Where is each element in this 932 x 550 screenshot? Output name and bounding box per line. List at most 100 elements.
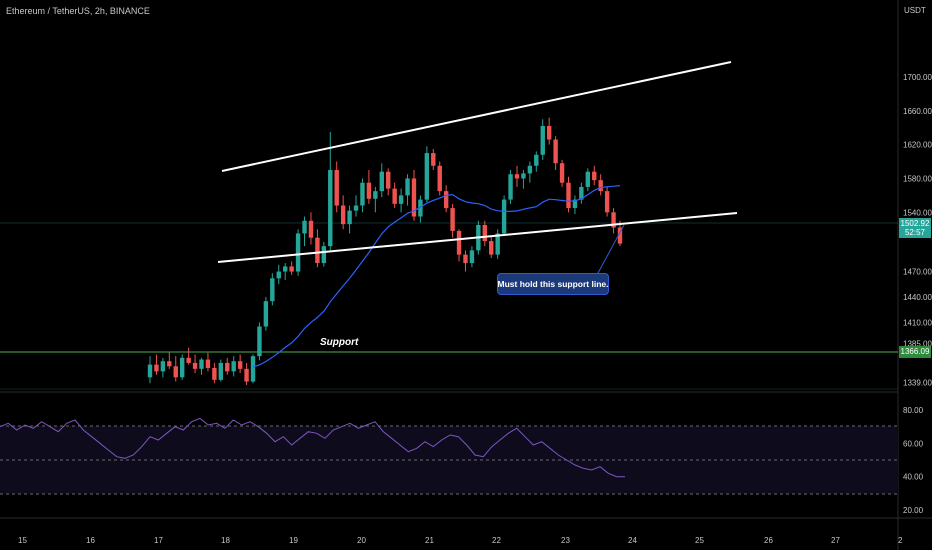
candle-body <box>173 366 178 378</box>
candle-body <box>295 233 301 272</box>
candle-body <box>186 357 191 363</box>
candles-group <box>147 117 623 385</box>
support-label: Support <box>320 337 359 348</box>
candle-body <box>424 153 430 200</box>
candle-body <box>592 171 597 181</box>
candle-body <box>546 126 552 140</box>
time-tick-label: 25 <box>695 536 704 545</box>
candle-body <box>431 153 436 166</box>
time-tick-label: 21 <box>425 536 434 545</box>
time-tick-label: 17 <box>154 536 163 545</box>
candle-body <box>437 165 442 192</box>
rsi-tick-label: 40.00 <box>903 473 924 482</box>
price-tick-label: 1620.00 <box>903 141 932 150</box>
bar-countdown: 52:57 <box>904 228 926 237</box>
candle-body <box>308 220 314 238</box>
candle-body <box>231 361 236 372</box>
quote-unit-label: USDT <box>904 6 926 15</box>
candle-body <box>270 278 275 302</box>
candle-body <box>450 208 455 231</box>
candle-body <box>283 266 288 272</box>
time-tick-label: 16 <box>86 536 95 545</box>
candle-body <box>540 126 545 155</box>
current-price-badge: 1502.92 52:57 <box>899 218 931 238</box>
candle-body <box>463 254 468 264</box>
candle-body <box>456 230 462 255</box>
candle-body <box>553 139 558 164</box>
candle-body <box>386 171 391 189</box>
candle-body <box>398 195 404 204</box>
channel-upper-line[interactable] <box>221 61 732 172</box>
price-tick-label: 1470.00 <box>903 268 932 277</box>
chart-title: Ethereum / TetherUS, 2h, BINANCE <box>6 6 150 16</box>
candle-body <box>179 357 185 378</box>
candle-body <box>167 361 172 367</box>
time-tick-label: 24 <box>628 536 637 545</box>
candle-body <box>340 205 346 225</box>
candle-body <box>598 180 603 192</box>
candle-body <box>443 191 449 209</box>
candle-body <box>257 326 262 357</box>
candle-body <box>347 210 352 225</box>
rsi-line <box>0 417 625 478</box>
price-tick-label: 1700.00 <box>903 73 932 82</box>
support-callout[interactable]: Must hold this support line. <box>497 273 609 295</box>
candle-body <box>289 266 294 272</box>
channel-lower-line[interactable] <box>217 212 738 263</box>
candle-body <box>521 173 526 179</box>
candle-body <box>360 182 365 206</box>
candle-body <box>579 186 584 200</box>
candle-body <box>501 199 507 234</box>
candle-body <box>379 171 384 192</box>
moving-average-line <box>252 185 621 368</box>
candle-body <box>276 271 281 279</box>
candle-body <box>237 361 243 369</box>
time-tick-label: 27 <box>831 536 840 545</box>
time-tick-label: 23 <box>561 536 570 545</box>
candle-body <box>160 361 166 372</box>
time-tick-label: 26 <box>764 536 773 545</box>
candle-body <box>218 362 224 380</box>
current-price-value: 1502.92 <box>900 219 930 228</box>
candle-body <box>302 220 307 234</box>
rsi-tick-label: 60.00 <box>903 439 924 448</box>
candle-body <box>263 301 269 327</box>
candle-body <box>154 364 159 372</box>
candle-body <box>411 178 417 217</box>
candle-body <box>566 182 571 209</box>
candle-body <box>572 199 578 209</box>
support-price-badge: 1366.09 <box>899 346 931 358</box>
price-tick-label: 1440.00 <box>903 293 932 302</box>
candle-body <box>617 227 623 244</box>
candle-body <box>373 191 378 199</box>
time-tick-label: 20 <box>357 536 366 545</box>
price-tick-label: 1660.00 <box>903 107 932 116</box>
candle-body <box>495 233 500 255</box>
candle-body <box>489 241 494 255</box>
time-tick-label: 2 <box>898 536 903 545</box>
candle-body <box>585 171 591 187</box>
price-tick-label: 1385.00 <box>903 339 932 348</box>
candle-body <box>353 205 359 211</box>
rsi-tick-label: 80.00 <box>903 406 924 415</box>
candle-body <box>392 188 397 204</box>
callout-pointer <box>597 224 625 274</box>
time-tick-label: 19 <box>289 536 298 545</box>
candle-body <box>334 170 339 206</box>
rsi-tick-label: 20.00 <box>903 506 924 515</box>
candle-body <box>514 174 520 179</box>
candle-body <box>244 368 249 382</box>
price-tick-label: 1339.00 <box>903 378 932 387</box>
price-tick-label: 1410.00 <box>903 318 932 327</box>
candle-body <box>250 356 256 382</box>
candle-body <box>366 182 372 199</box>
candle-body <box>225 362 230 372</box>
candle-body <box>611 212 616 228</box>
candle-body <box>315 237 320 264</box>
time-tick-label: 22 <box>492 536 501 545</box>
candle-body <box>321 246 327 264</box>
time-tick-label: 15 <box>18 536 27 545</box>
candle-body <box>418 199 423 217</box>
candle-body <box>205 359 211 368</box>
